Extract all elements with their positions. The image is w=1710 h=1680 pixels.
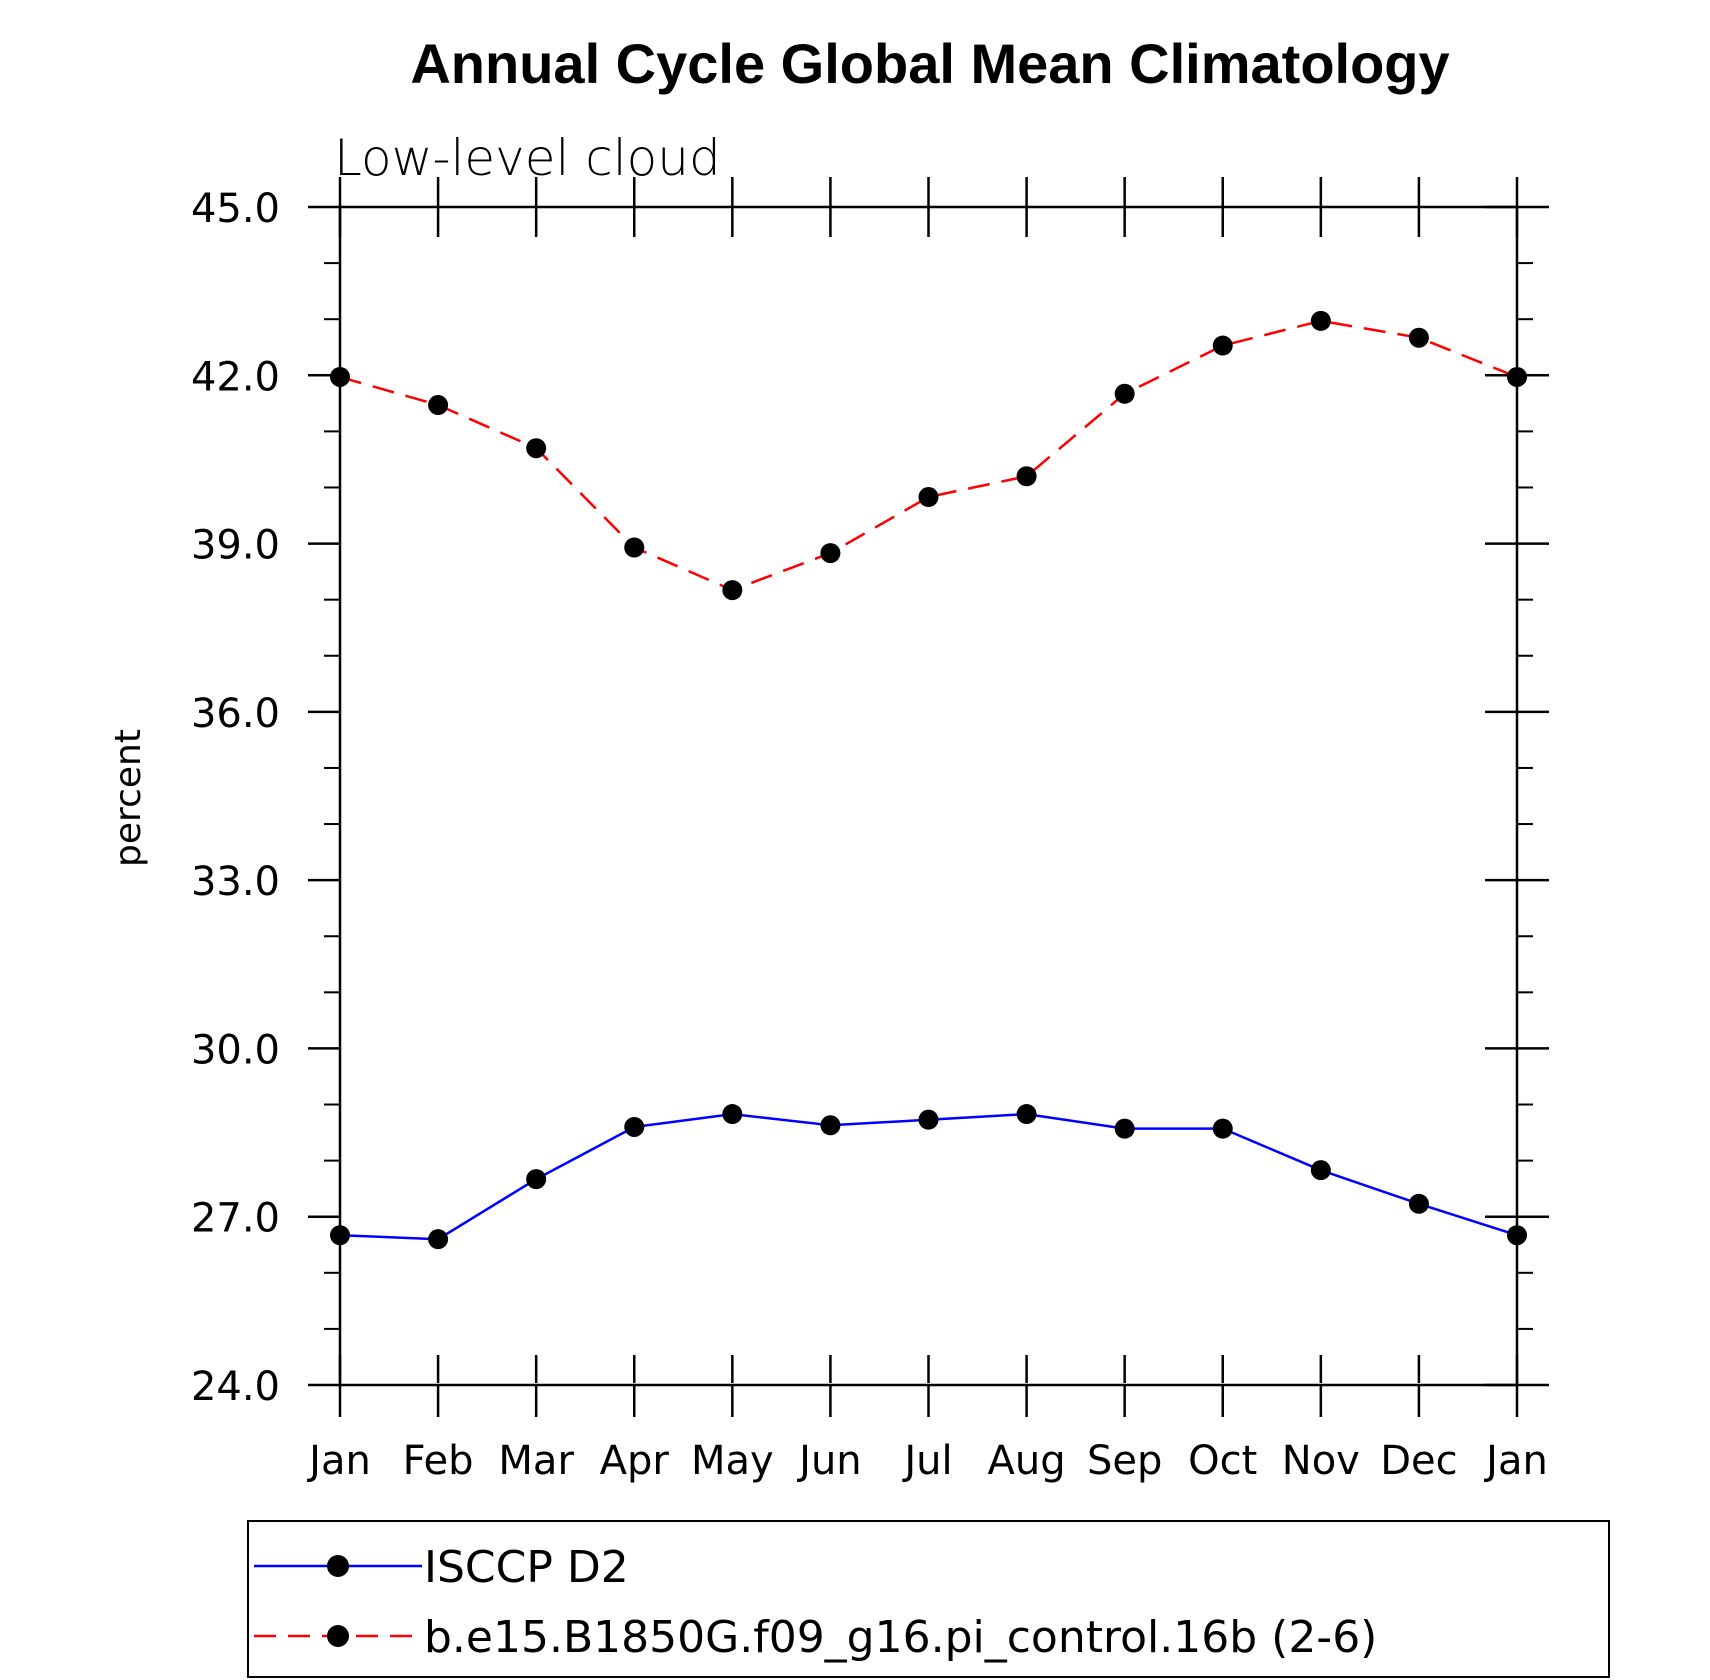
y-tick-label: 27.0: [191, 1196, 280, 1242]
y-tick-label: 30.0: [191, 1027, 280, 1073]
data-point-series-0: [1408, 1193, 1429, 1214]
series-line-0: [339, 1112, 1518, 1241]
series-line-1: [339, 319, 1518, 592]
x-tick-label: Jan: [1483, 1438, 1548, 1484]
data-point-series-1: [722, 580, 743, 601]
y-tick-label: 42.0: [191, 354, 280, 400]
data-point-series-0: [428, 1229, 449, 1250]
x-tick-labels: Jan Feb Mar Apr May Jun Jul Aug Sep Oct Nov Dec Jan: [306, 1438, 1548, 1484]
y-tick-labels: 24.0 27.0 30.0 33.0 36.0 39.0 42.0 45.0: [191, 186, 280, 1410]
data-point-series-1: [1310, 310, 1331, 331]
y-tick-label: 33.0: [191, 859, 280, 905]
chart-title: Annual Cycle Global Mean Climatology: [410, 32, 1449, 95]
x-tick-label: Jan: [306, 1438, 371, 1484]
data-point-series-1: [1212, 335, 1233, 356]
plot-frame: [338, 205, 1519, 1387]
legend-label-isccp: ISCCP D2: [424, 1542, 629, 1593]
data-point-series-0: [1310, 1160, 1331, 1181]
y-tick-label: 24.0: [191, 1364, 280, 1410]
x-tick-label: Sep: [1087, 1438, 1162, 1484]
x-tick-label: Nov: [1282, 1438, 1360, 1484]
data-point-series-0: [820, 1115, 841, 1136]
data-point-series-0: [624, 1116, 645, 1137]
data-point-series-1: [918, 487, 939, 508]
x-tick-label: Jun: [796, 1438, 862, 1484]
data-point-series-1: [526, 438, 547, 459]
x-tick-label: Jul: [901, 1438, 952, 1484]
y-tick-label: 36.0: [191, 691, 280, 737]
x-tick-label: May: [691, 1438, 774, 1484]
x-tick-label: Apr: [600, 1438, 670, 1484]
data-point-series-1: [1114, 383, 1135, 404]
y-tick-label: 45.0: [191, 186, 280, 232]
chart-subtitle: Low-level cloud: [334, 129, 721, 187]
legend-label-model: b.e15.B1850G.f09_g16.pi_control.16b (2-6…: [424, 1612, 1377, 1663]
data-point-series-1: [624, 537, 645, 558]
axis-ticks: [308, 177, 1549, 1417]
legend: ISCCP D2 b.e15.B1850G.f09_g16.pi_control…: [247, 1520, 1610, 1678]
data-point-series-0: [918, 1109, 939, 1130]
data-point-series-0: [722, 1104, 743, 1125]
x-tick-label: Oct: [1188, 1438, 1257, 1484]
data-point-series-1: [1408, 327, 1429, 348]
y-tick-label: 39.0: [191, 523, 280, 569]
x-tick-label: Mar: [498, 1438, 574, 1484]
x-tick-label: Dec: [1380, 1438, 1457, 1484]
y-axis-label: percent: [108, 729, 149, 867]
data-point-series-1: [820, 543, 841, 564]
data-point-series-0: [526, 1169, 547, 1190]
legend-marker-model: [327, 1625, 349, 1647]
x-tick-label: Feb: [403, 1438, 474, 1484]
data-point-series-0: [1114, 1118, 1135, 1139]
data-point-series-0: [1016, 1104, 1037, 1125]
data-point-series-1: [428, 395, 449, 416]
legend-marker-isccp: [327, 1555, 349, 1577]
series-layer: [330, 310, 1527, 1250]
data-point-series-0: [1212, 1118, 1233, 1139]
x-tick-label: Aug: [988, 1438, 1066, 1484]
data-point-series-1: [1016, 466, 1037, 487]
legend-box: [247, 1520, 1610, 1678]
